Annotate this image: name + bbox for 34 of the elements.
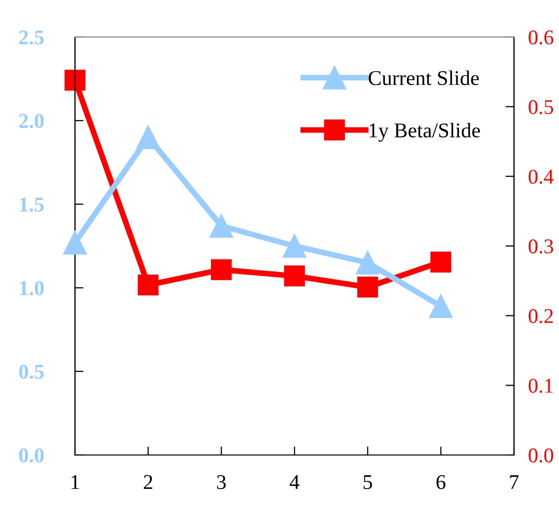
x-tick-label: 3 [217, 475, 226, 490]
y2-tick-label: 0.3 [528, 239, 554, 254]
point [210, 259, 232, 280]
legend-label: Current Slide [368, 70, 479, 86]
y2-tick-label: 0.0 [528, 448, 554, 463]
y2-tick-label: 0.6 [528, 30, 554, 45]
point [210, 214, 234, 238]
y2-tick-label: 0.2 [528, 309, 553, 324]
x-tick-label: 6 [436, 475, 446, 490]
x-tick-label: 1 [72, 475, 79, 489]
y-tick-label: 2.0 [19, 114, 44, 128]
x-tick-label: 5 [364, 475, 372, 490]
point [282, 234, 306, 258]
y2-tick-label: 0.1 [528, 378, 553, 393]
x-tick-label: 4 [290, 475, 300, 489]
point [63, 230, 87, 254]
point [284, 266, 305, 286]
point [356, 250, 380, 275]
point [136, 126, 160, 150]
point [64, 70, 86, 91]
point [357, 276, 378, 298]
y-tick-label: 1.5 [20, 198, 44, 212]
point [430, 252, 452, 272]
y-tick-label: 0.5 [19, 364, 44, 379]
point [138, 274, 159, 296]
legend-label: 1y Beta/Slide [370, 122, 480, 142]
x-tick-label: 7 [510, 475, 519, 489]
x-tick-label: 2 [144, 475, 152, 489]
point [429, 294, 453, 318]
y-tick-label: 0.0 [19, 448, 44, 463]
y-tick-label: 1.0 [20, 281, 44, 296]
y2-tick-label: 0.5 [528, 100, 554, 114]
y2-tick-label: 0.4 [528, 170, 554, 184]
y-tick-label: 2.5 [19, 30, 44, 45]
